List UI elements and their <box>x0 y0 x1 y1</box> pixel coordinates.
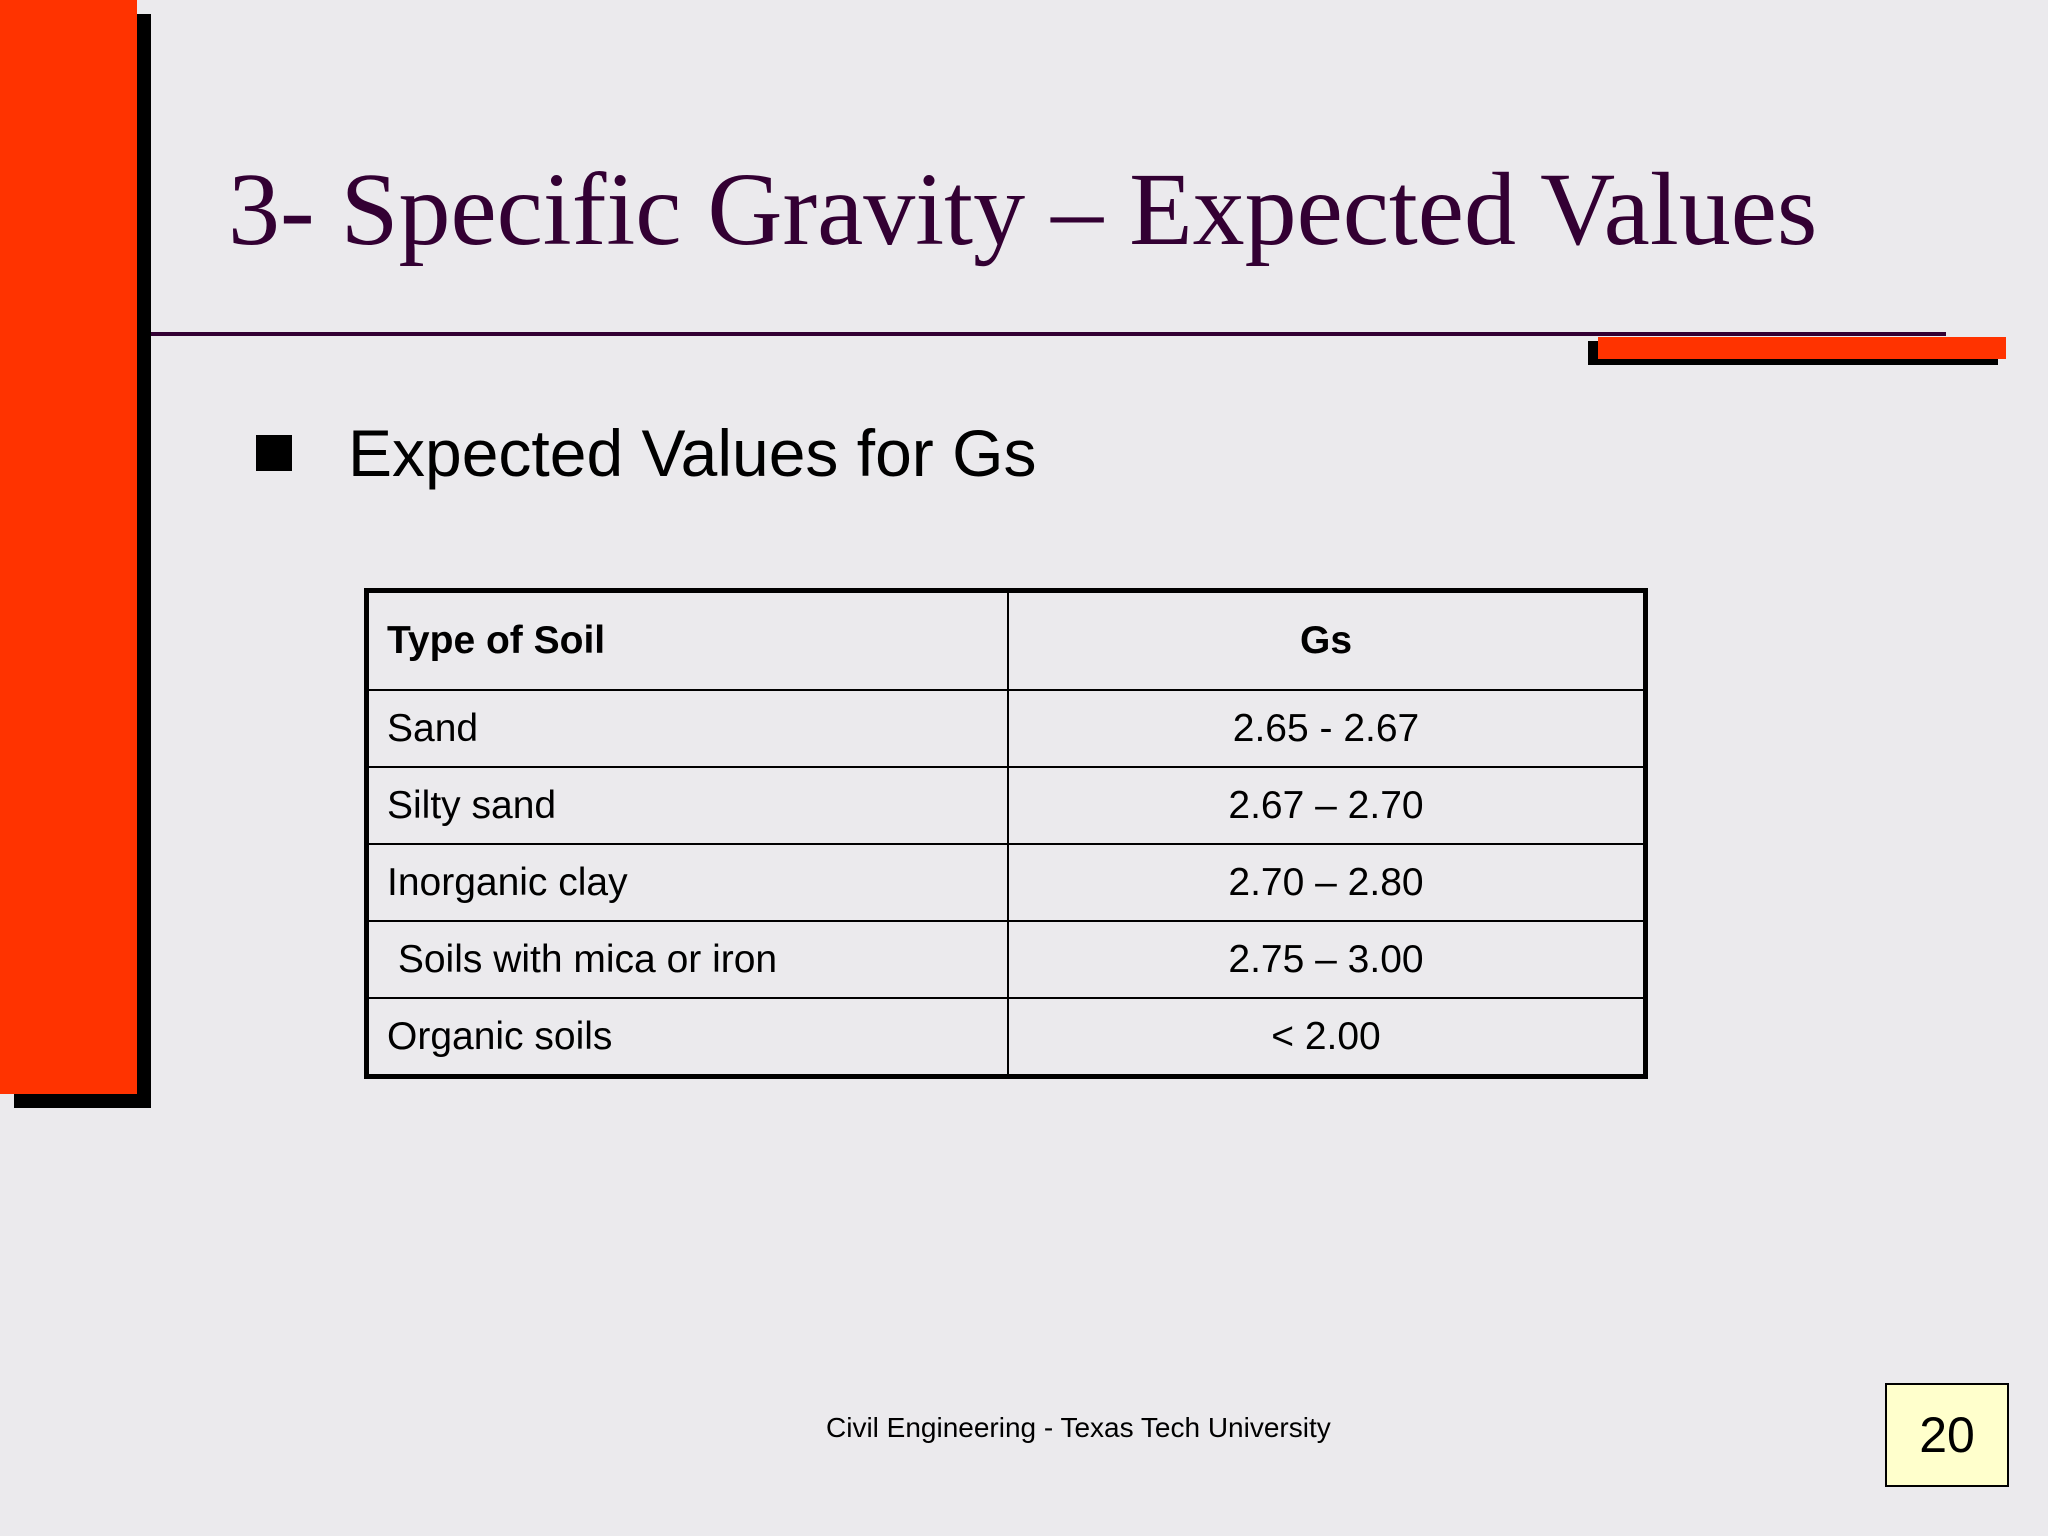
left-accent-bar <box>0 0 137 1094</box>
soil-type-cell: Inorganic clay <box>365 843 1009 922</box>
header-gs: Gs <box>1007 589 1647 691</box>
gs-value-cell: 2.65 - 2.67 <box>1007 689 1647 768</box>
bullet-text: Expected Values for Gs <box>348 416 1037 490</box>
square-bullet-icon <box>256 435 292 471</box>
gs-value-cell: 2.70 – 2.80 <box>1007 843 1647 922</box>
table-header-row: Type of Soil Gs <box>365 589 1647 691</box>
gs-table: Type of Soil Gs Sand 2.65 - 2.67 Silty s… <box>364 588 1648 1079</box>
soil-type-cell: Organic soils <box>365 997 1009 1078</box>
table-row: Sand 2.65 - 2.67 <box>365 689 1647 768</box>
gs-value-cell: < 2.00 <box>1007 997 1647 1078</box>
gs-value-cell: 2.67 – 2.70 <box>1007 766 1647 845</box>
page-number: 20 <box>1885 1383 2009 1487</box>
table-row: Inorganic clay 2.70 – 2.80 <box>365 843 1647 922</box>
table-row: Organic soils < 2.00 <box>365 997 1647 1078</box>
bullet-item: Expected Values for Gs <box>256 412 1036 494</box>
gs-value-cell: 2.75 – 3.00 <box>1007 920 1647 999</box>
footer-text: Civil Engineering - Texas Tech Universit… <box>826 1412 1331 1443</box>
title-divider <box>151 332 1946 336</box>
table-row: Soils with mica or iron 2.75 – 3.00 <box>365 920 1647 999</box>
title-accent-bar <box>1598 337 2006 359</box>
soil-type-cell: Silty sand <box>365 766 1009 845</box>
table-row: Silty sand 2.67 – 2.70 <box>365 766 1647 845</box>
header-type-of-soil: Type of Soil <box>365 589 1009 691</box>
soil-type-cell: Sand <box>365 689 1009 768</box>
soil-type-cell: Soils with mica or iron <box>365 920 1009 999</box>
slide-title: 3- Specific Gravity – Expected Values <box>228 152 1818 267</box>
